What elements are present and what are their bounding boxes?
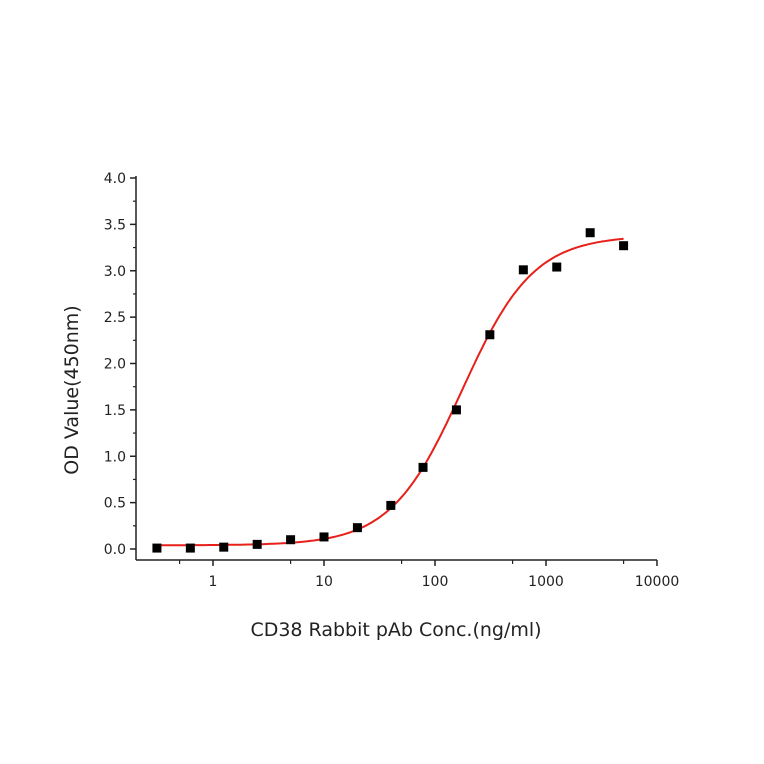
y-tick-label: 0.5	[104, 496, 126, 512]
x-tick-label: 10000	[635, 574, 680, 590]
data-point	[485, 330, 495, 340]
data-point	[352, 523, 362, 533]
x-tick-label: 10	[315, 574, 333, 590]
x-tick-label: 1000	[528, 574, 564, 590]
y-tick-label: 0.0	[104, 542, 126, 558]
y-axis-title: OD Value(450nm)	[61, 305, 83, 474]
data-point	[319, 532, 329, 542]
data-point	[386, 500, 396, 510]
y-tick-label: 3.5	[104, 217, 126, 233]
data-point	[585, 228, 595, 238]
y-tick-label: 1.5	[104, 403, 126, 419]
data-point	[518, 265, 528, 275]
data-point	[418, 462, 428, 472]
axes	[130, 176, 658, 566]
data-point	[252, 539, 262, 549]
y-tick-label: 2.5	[104, 310, 126, 326]
data-point	[552, 262, 562, 272]
y-tick-label: 3.0	[104, 264, 126, 280]
data-points	[152, 228, 629, 553]
axis-labels: 0.0 0.5 1.0 1.5 2.0 2.5 3.0 3.5 4.0 1 10 100 1000 100…	[104, 171, 680, 590]
x-tick-label: 100	[422, 574, 449, 590]
data-point	[219, 542, 229, 552]
data-point	[152, 543, 162, 553]
x-axis-title: CD38 Rabbit pAb Conc.(ng/ml)	[250, 619, 541, 641]
data-point	[286, 535, 296, 545]
data-point	[619, 241, 629, 251]
y-tick-label: 1.0	[104, 449, 126, 465]
y-tick-label: 2.0	[104, 357, 126, 373]
x-tick-label: 1	[209, 574, 218, 590]
data-point	[451, 405, 461, 415]
data-point	[185, 543, 195, 553]
fit-curve	[156, 237, 624, 547]
y-tick-label: 4.0	[104, 171, 126, 187]
